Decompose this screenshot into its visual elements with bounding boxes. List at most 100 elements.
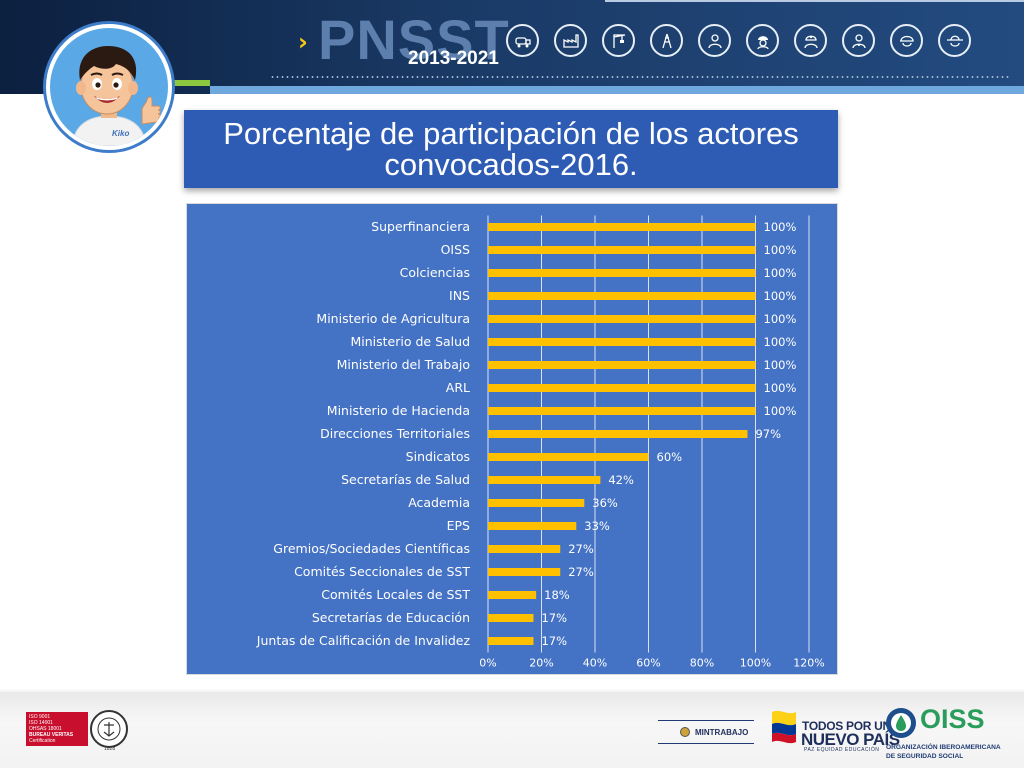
bar bbox=[488, 269, 756, 277]
tpunp-line-3: PAZ EQUIDAD EDUCACIÓN bbox=[804, 747, 880, 753]
oil-rig-icon bbox=[650, 24, 683, 57]
bar bbox=[488, 430, 748, 438]
bar bbox=[488, 476, 601, 484]
farmer-icon bbox=[938, 24, 971, 57]
bar bbox=[488, 223, 756, 231]
data-label: 100% bbox=[764, 289, 797, 303]
data-label: 100% bbox=[764, 220, 797, 234]
bar bbox=[488, 338, 756, 346]
bar-chart: 0% 20% 40% 60% 80% 100% 120% Superfinanciera 100… bbox=[186, 203, 838, 675]
header-top-line bbox=[605, 0, 1024, 2]
data-label: 36% bbox=[592, 496, 618, 510]
category-label: Superfinanciera bbox=[371, 219, 470, 234]
data-label: 100% bbox=[764, 335, 797, 349]
todos-por-un-nuevo-pais-flag-icon bbox=[772, 710, 796, 744]
data-label: 33% bbox=[584, 519, 610, 533]
category-label: Ministerio de Agricultura bbox=[316, 311, 470, 326]
colombia-coat-of-arms-icon bbox=[680, 727, 690, 737]
bv-seal-year: 1828 bbox=[104, 746, 116, 752]
bar bbox=[488, 315, 756, 323]
bv-cert-line: OHSAS 18001 bbox=[29, 726, 62, 732]
bar bbox=[488, 568, 561, 576]
office-worker-icon bbox=[698, 24, 731, 57]
category-label: Juntas de Calificación de Invalidez bbox=[256, 633, 471, 648]
bv-cert-line: ISO 14001 bbox=[29, 720, 53, 726]
x-tick-label: 20% bbox=[529, 657, 553, 670]
slide-title: Porcentaje de participación de los actor… bbox=[184, 110, 838, 188]
data-label: 17% bbox=[541, 611, 567, 625]
oiss-wordmark: OISS bbox=[920, 704, 985, 734]
miner-icon bbox=[794, 24, 827, 57]
worker-helmet-icon bbox=[890, 24, 923, 57]
tpunp-line-2: NUEVO PAÍS bbox=[801, 730, 900, 749]
bar bbox=[488, 453, 649, 461]
bar bbox=[488, 361, 756, 369]
x-tick-label: 100% bbox=[740, 657, 771, 670]
bar bbox=[488, 637, 534, 645]
category-label: Comités Locales de SST bbox=[321, 587, 470, 602]
bv-cert-line: Certification bbox=[29, 738, 56, 744]
bar bbox=[488, 246, 756, 254]
x-tick-label: 80% bbox=[690, 657, 714, 670]
data-label: 100% bbox=[764, 381, 797, 395]
category-label: Gremios/Sociedades Científicas bbox=[273, 541, 470, 556]
data-label: 42% bbox=[608, 473, 634, 487]
header-accent-green bbox=[150, 80, 210, 86]
category-label: OISS bbox=[441, 242, 470, 257]
pnsst-years: 2013-2021 bbox=[408, 48, 499, 69]
bar-chart-svg: 0% 20% 40% 60% 80% 100% 120% Superfinanciera 100… bbox=[256, 215, 825, 670]
bv-cert-line: ISO 9001 bbox=[29, 714, 51, 720]
x-tick-label: 40% bbox=[583, 657, 607, 670]
data-label: 100% bbox=[764, 358, 797, 372]
data-label: 27% bbox=[568, 565, 594, 579]
slide-title-line-2: convocados-2016. bbox=[384, 147, 638, 182]
category-label: Comités Seccionales de SST bbox=[294, 564, 470, 579]
x-tick-label: 60% bbox=[636, 657, 660, 670]
data-label: 18% bbox=[544, 588, 570, 602]
category-label: Ministerio de Salud bbox=[350, 334, 470, 349]
factory-icon bbox=[554, 24, 587, 57]
category-label: Ministerio de Hacienda bbox=[327, 403, 470, 418]
slide-title-line-1: Porcentaje de participación de los actor… bbox=[223, 116, 799, 151]
x-tick-label: 120% bbox=[793, 657, 824, 670]
data-label: 27% bbox=[568, 542, 594, 556]
sector-icon-row bbox=[506, 24, 971, 60]
data-label: 100% bbox=[764, 266, 797, 280]
mascot-avatar: Kiko bbox=[46, 24, 172, 150]
oiss-subtitle-line-2: DE SEGURIDAD SOCIAL bbox=[886, 753, 964, 760]
tanker-truck-icon bbox=[506, 24, 539, 57]
bureau-veritas-seal-icon bbox=[90, 710, 128, 748]
footer bbox=[0, 692, 1024, 768]
x-tick-label: 0% bbox=[479, 657, 496, 670]
bv-cert-line: BUREAU VERITAS bbox=[29, 732, 74, 738]
bar bbox=[488, 499, 585, 507]
bar bbox=[488, 407, 756, 415]
chevron-right-icon: › bbox=[298, 28, 308, 56]
category-label: EPS bbox=[447, 518, 470, 533]
data-label: 100% bbox=[764, 243, 797, 257]
mascot-illustration: Kiko bbox=[71, 46, 161, 146]
pnsst-brand: PNSST bbox=[318, 8, 510, 71]
category-label: INS bbox=[449, 288, 470, 303]
bar bbox=[488, 545, 561, 553]
category-label: Ministerio del Trabajo bbox=[337, 357, 470, 372]
mintrabajo-logo: MINTRABAJO bbox=[658, 720, 754, 744]
data-label: 17% bbox=[541, 634, 567, 648]
firefighter-icon bbox=[746, 24, 779, 57]
construction-crane-icon bbox=[602, 24, 635, 57]
mascot-shirt-label: Kiko bbox=[112, 129, 129, 138]
category-label: Colciencias bbox=[400, 265, 470, 280]
data-label: 60% bbox=[657, 450, 683, 464]
category-label: Academia bbox=[408, 495, 470, 510]
bar bbox=[488, 292, 756, 300]
category-label: Secretarías de Salud bbox=[341, 472, 470, 487]
category-label: Sindicatos bbox=[406, 449, 470, 464]
category-label: Direcciones Territoriales bbox=[320, 426, 470, 441]
bar bbox=[488, 522, 577, 530]
mintrabajo-label: MINTRABAJO bbox=[695, 727, 749, 737]
header-accent-blue bbox=[210, 86, 1024, 94]
bar bbox=[488, 384, 756, 392]
category-label: Secretarías de Educación bbox=[312, 610, 470, 625]
oiss-emblem-icon bbox=[886, 708, 916, 738]
bar bbox=[488, 591, 537, 599]
